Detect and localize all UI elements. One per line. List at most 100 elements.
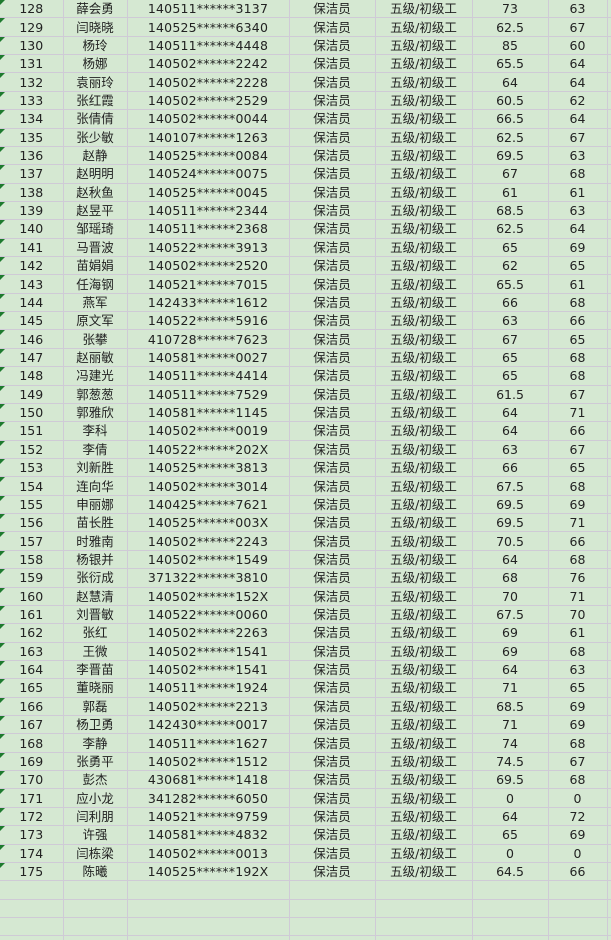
- cell-empty[interactable]: [548, 935, 608, 940]
- cell-job[interactable]: 保洁员: [289, 623, 376, 643]
- cell-seq[interactable]: 149: [0, 385, 64, 404]
- cell-score1[interactable]: 65: [472, 366, 549, 386]
- cell-score2[interactable]: 68: [548, 476, 608, 496]
- cell-name[interactable]: 赵昱平: [63, 201, 128, 221]
- cell-score1[interactable]: 68.5: [472, 697, 549, 717]
- cell-empty[interactable]: [607, 752, 611, 772]
- cell-grade[interactable]: 五级/初级工: [375, 660, 473, 680]
- cell-job[interactable]: 保洁员: [289, 72, 376, 92]
- cell-score1[interactable]: 65: [472, 238, 549, 258]
- cell-id[interactable]: 140522******5916: [127, 311, 290, 331]
- cell-empty[interactable]: [127, 880, 290, 900]
- cell-empty[interactable]: [607, 0, 611, 19]
- cell-empty[interactable]: [607, 513, 611, 533]
- cell-name[interactable]: 李晋苗: [63, 660, 128, 680]
- cell-grade[interactable]: 五级/初级工: [375, 476, 473, 496]
- cell-id[interactable]: 140502******0013: [127, 844, 290, 863]
- cell-name[interactable]: 张少敏: [63, 128, 128, 147]
- cell-grade[interactable]: 五级/初级工: [375, 458, 473, 478]
- cell-grade[interactable]: 五级/初级工: [375, 495, 473, 515]
- cell-score1[interactable]: 74: [472, 733, 549, 753]
- cell-seq[interactable]: 152: [0, 440, 64, 459]
- cell-seq[interactable]: 160: [0, 587, 64, 606]
- cell-score2[interactable]: 68: [548, 293, 608, 313]
- cell-name[interactable]: 闫晓晓: [63, 17, 128, 37]
- cell-name[interactable]: 马晋波: [63, 238, 128, 258]
- cell-grade[interactable]: 五级/初级工: [375, 807, 473, 827]
- cell-empty[interactable]: [0, 899, 64, 919]
- cell-id[interactable]: 140502******2228: [127, 72, 290, 92]
- cell-empty[interactable]: [607, 935, 611, 940]
- cell-seq[interactable]: 138: [0, 183, 64, 202]
- cell-empty[interactable]: [63, 917, 128, 937]
- cell-empty[interactable]: [607, 605, 611, 625]
- cell-seq[interactable]: 158: [0, 550, 64, 570]
- cell-empty[interactable]: [607, 311, 611, 331]
- cell-grade[interactable]: 五级/初级工: [375, 311, 473, 331]
- cell-job[interactable]: 保洁员: [289, 788, 376, 808]
- cell-seq[interactable]: 130: [0, 36, 64, 56]
- cell-id[interactable]: 140502******2520: [127, 256, 290, 276]
- cell-job[interactable]: 保洁员: [289, 128, 376, 147]
- cell-empty[interactable]: [63, 880, 128, 900]
- cell-score2[interactable]: 70: [548, 605, 608, 625]
- cell-empty[interactable]: [375, 935, 473, 940]
- cell-seq[interactable]: 145: [0, 311, 64, 331]
- cell-id[interactable]: 140502******1541: [127, 660, 290, 680]
- cell-score1[interactable]: 66: [472, 293, 549, 313]
- cell-score1[interactable]: 63: [472, 440, 549, 459]
- cell-seq[interactable]: 128: [0, 0, 64, 19]
- cell-empty[interactable]: [607, 219, 611, 239]
- cell-empty[interactable]: [607, 274, 611, 294]
- cell-score1[interactable]: 65: [472, 348, 549, 368]
- cell-name[interactable]: 张红: [63, 623, 128, 643]
- cell-score2[interactable]: 69: [548, 495, 608, 515]
- cell-score2[interactable]: 66: [548, 531, 608, 551]
- cell-grade[interactable]: 五级/初级工: [375, 440, 473, 459]
- cell-job[interactable]: 保洁员: [289, 201, 376, 221]
- cell-name[interactable]: 彭杰: [63, 770, 128, 790]
- cell-score2[interactable]: 66: [548, 862, 608, 882]
- cell-seq[interactable]: 157: [0, 531, 64, 551]
- cell-id[interactable]: 140502******2243: [127, 531, 290, 551]
- cell-empty[interactable]: [472, 880, 549, 900]
- cell-empty[interactable]: [607, 238, 611, 258]
- cell-id[interactable]: 140521******7015: [127, 274, 290, 294]
- cell-name[interactable]: 冯建光: [63, 366, 128, 386]
- cell-seq[interactable]: 174: [0, 844, 64, 863]
- cell-score2[interactable]: 63: [548, 201, 608, 221]
- cell-empty[interactable]: [607, 329, 611, 349]
- cell-seq[interactable]: 153: [0, 458, 64, 478]
- cell-score2[interactable]: 68: [548, 348, 608, 368]
- cell-name[interactable]: 应小龙: [63, 788, 128, 808]
- cell-score2[interactable]: 0: [548, 844, 608, 863]
- cell-seq[interactable]: 134: [0, 109, 64, 129]
- cell-grade[interactable]: 五级/初级工: [375, 844, 473, 863]
- cell-job[interactable]: 保洁员: [289, 421, 376, 441]
- cell-empty[interactable]: [607, 697, 611, 717]
- cell-id[interactable]: 140522******3913: [127, 238, 290, 258]
- cell-score1[interactable]: 62.5: [472, 128, 549, 147]
- cell-score2[interactable]: 63: [548, 660, 608, 680]
- cell-score1[interactable]: 85: [472, 36, 549, 56]
- cell-grade[interactable]: 五级/初级工: [375, 0, 473, 19]
- cell-score2[interactable]: 0: [548, 788, 608, 808]
- cell-id[interactable]: 140521******9759: [127, 807, 290, 827]
- cell-grade[interactable]: 五级/初级工: [375, 862, 473, 882]
- cell-score1[interactable]: 69: [472, 642, 549, 661]
- cell-score2[interactable]: 61: [548, 183, 608, 202]
- cell-score2[interactable]: 67: [548, 440, 608, 459]
- cell-grade[interactable]: 五级/初级工: [375, 366, 473, 386]
- cell-job[interactable]: 保洁员: [289, 146, 376, 166]
- cell-seq[interactable]: 133: [0, 91, 64, 111]
- cell-job[interactable]: 保洁员: [289, 476, 376, 496]
- cell-name[interactable]: 闫栋梁: [63, 844, 128, 863]
- cell-score1[interactable]: 65: [472, 825, 549, 845]
- cell-grade[interactable]: 五级/初级工: [375, 146, 473, 166]
- cell-job[interactable]: 保洁员: [289, 403, 376, 423]
- cell-id[interactable]: 371322******3810: [127, 568, 290, 588]
- cell-id[interactable]: 140525******3813: [127, 458, 290, 478]
- cell-empty[interactable]: [607, 109, 611, 129]
- cell-score1[interactable]: 74.5: [472, 752, 549, 772]
- cell-grade[interactable]: 五级/初级工: [375, 17, 473, 37]
